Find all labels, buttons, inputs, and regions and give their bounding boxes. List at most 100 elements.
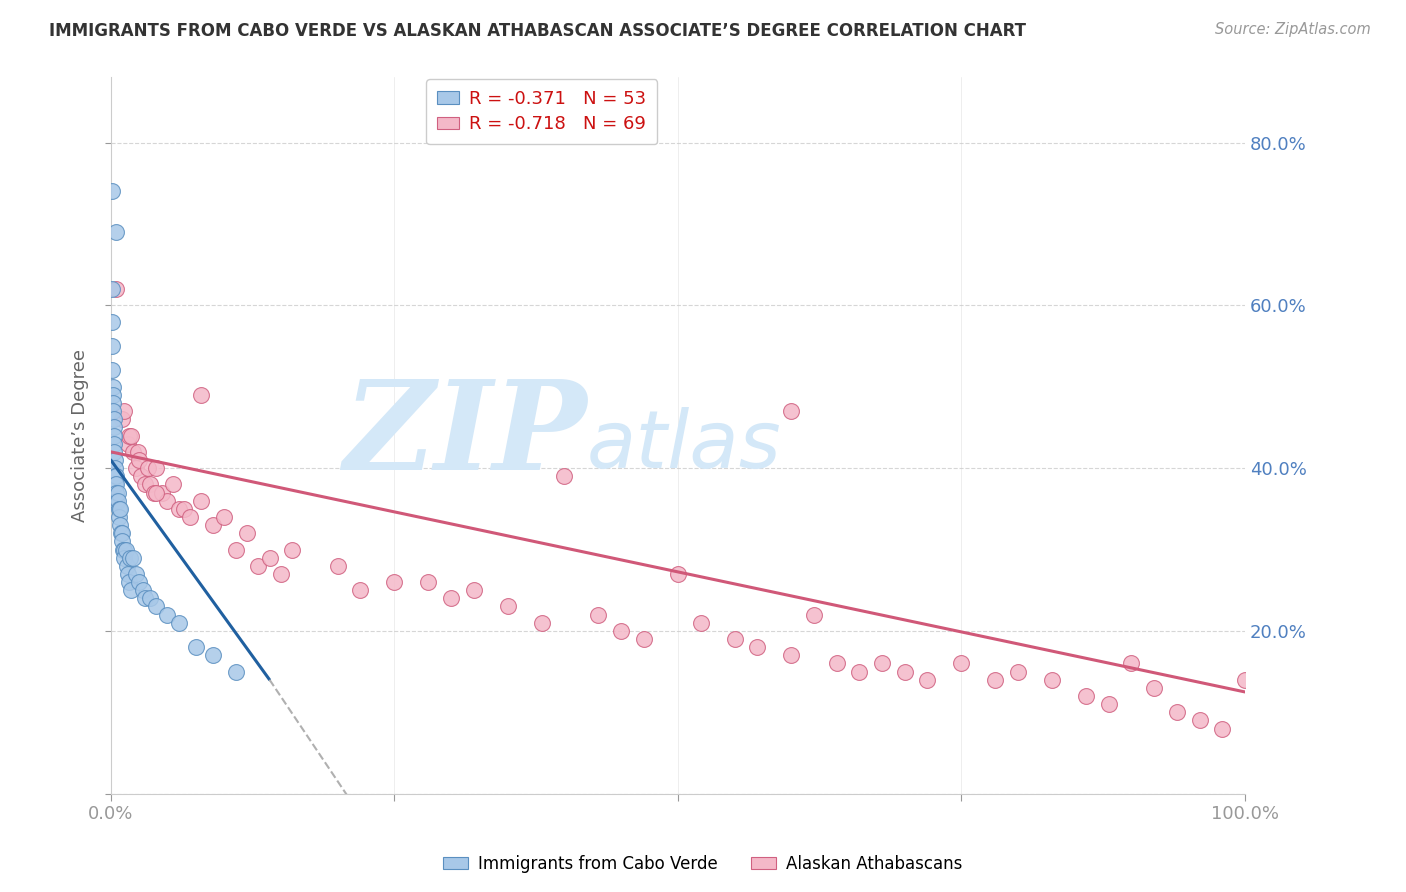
- Point: [184, 640, 207, 655]
- Point: [162, 477, 184, 491]
- Point: [103, 436, 125, 450]
- Point: [112, 542, 135, 557]
- Point: [1098, 697, 1121, 711]
- Point: [104, 477, 127, 491]
- Legend: Immigrants from Cabo Verde, Alaskan Athabascans: Immigrants from Cabo Verde, Alaskan Atha…: [437, 848, 969, 880]
- Point: [105, 485, 128, 500]
- Point: [122, 445, 145, 459]
- Point: [101, 388, 124, 402]
- Point: [131, 469, 153, 483]
- Point: [108, 518, 131, 533]
- Point: [553, 469, 575, 483]
- Text: atlas: atlas: [588, 408, 782, 485]
- Point: [281, 542, 304, 557]
- Point: [848, 665, 870, 679]
- Point: [139, 591, 162, 606]
- Point: [418, 575, 440, 590]
- Point: [167, 501, 190, 516]
- Point: [1233, 673, 1256, 687]
- Point: [103, 420, 125, 434]
- Point: [107, 485, 129, 500]
- Point: [382, 575, 405, 590]
- Point: [190, 388, 212, 402]
- Point: [236, 526, 259, 541]
- Point: [108, 501, 131, 516]
- Point: [105, 282, 128, 296]
- Point: [723, 632, 745, 646]
- Point: [1188, 714, 1211, 728]
- Point: [870, 657, 893, 671]
- Point: [173, 501, 195, 516]
- Point: [780, 404, 803, 418]
- Text: IMMIGRANTS FROM CABO VERDE VS ALASKAN ATHABASCAN ASSOCIATE’S DEGREE CORRELATION : IMMIGRANTS FROM CABO VERDE VS ALASKAN AT…: [49, 22, 1026, 40]
- Point: [101, 339, 124, 353]
- Point: [118, 550, 141, 565]
- Point: [117, 566, 139, 581]
- Point: [128, 575, 150, 590]
- Point: [145, 485, 167, 500]
- Point: [984, 673, 1007, 687]
- Y-axis label: Associate’s Degree: Associate’s Degree: [72, 349, 89, 522]
- Point: [803, 607, 825, 622]
- Point: [530, 615, 553, 630]
- Point: [103, 412, 125, 426]
- Point: [747, 640, 769, 655]
- Point: [101, 315, 124, 329]
- Point: [103, 428, 125, 442]
- Point: [105, 493, 128, 508]
- Point: [134, 477, 156, 491]
- Point: [101, 185, 124, 199]
- Point: [118, 575, 141, 590]
- Point: [107, 510, 129, 524]
- Point: [349, 583, 371, 598]
- Point: [201, 518, 224, 533]
- Point: [111, 534, 134, 549]
- Point: [326, 558, 349, 573]
- Point: [120, 428, 142, 442]
- Point: [1007, 665, 1029, 679]
- Point: [588, 607, 610, 622]
- Point: [110, 526, 132, 541]
- Point: [1040, 673, 1063, 687]
- Point: [689, 615, 711, 630]
- Point: [139, 477, 162, 491]
- Point: [117, 436, 139, 450]
- Point: [101, 396, 124, 410]
- Point: [247, 558, 270, 573]
- Point: [825, 657, 848, 671]
- Point: [112, 404, 135, 418]
- Point: [118, 428, 141, 442]
- Point: [122, 550, 145, 565]
- Legend: R = -0.371   N = 53, R = -0.718   N = 69: R = -0.371 N = 53, R = -0.718 N = 69: [426, 79, 658, 145]
- Point: [105, 477, 128, 491]
- Point: [111, 412, 134, 426]
- Point: [105, 469, 128, 483]
- Point: [190, 493, 212, 508]
- Point: [1074, 689, 1097, 703]
- Point: [128, 453, 150, 467]
- Point: [145, 599, 167, 614]
- Point: [440, 591, 463, 606]
- Point: [156, 493, 179, 508]
- Point: [107, 493, 129, 508]
- Point: [105, 225, 128, 239]
- Point: [131, 583, 153, 598]
- Point: [115, 558, 138, 573]
- Point: [101, 380, 124, 394]
- Point: [259, 550, 281, 565]
- Point: [104, 453, 127, 467]
- Point: [496, 599, 519, 614]
- Point: [610, 624, 633, 638]
- Point: [107, 501, 129, 516]
- Point: [463, 583, 485, 598]
- Text: Source: ZipAtlas.com: Source: ZipAtlas.com: [1215, 22, 1371, 37]
- Point: [101, 282, 124, 296]
- Point: [633, 632, 655, 646]
- Point: [150, 485, 173, 500]
- Point: [103, 445, 125, 459]
- Point: [893, 665, 915, 679]
- Point: [270, 566, 292, 581]
- Point: [1143, 681, 1166, 695]
- Point: [134, 591, 156, 606]
- Point: [225, 542, 247, 557]
